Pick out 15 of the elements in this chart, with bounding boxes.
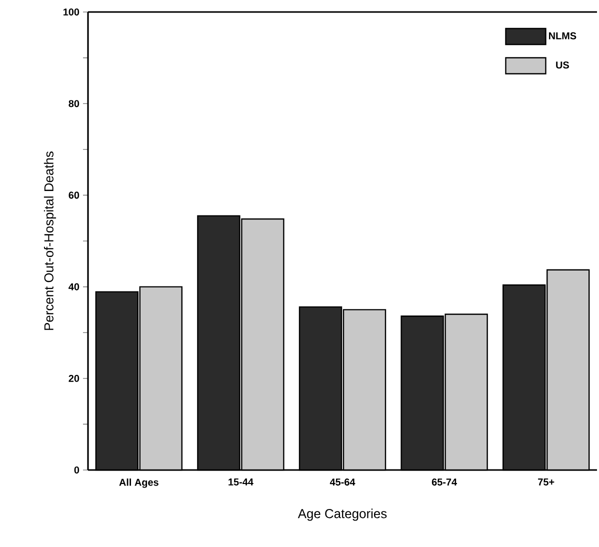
y-tick-label: 100 — [63, 8, 80, 16]
legend-label: US — [556, 62, 569, 69]
x-tick-label: 75+ — [538, 478, 554, 486]
y-tick-label: 0 — [74, 466, 80, 474]
y-tick-label: 80 — [68, 100, 80, 108]
x-axis-title: Age Categories — [298, 508, 387, 521]
y-tick-label: 20 — [68, 374, 80, 382]
y-tick-label: 40 — [68, 283, 80, 290]
y-tick-label: 60 — [68, 192, 80, 199]
legend-label: NLMS — [548, 32, 576, 40]
x-tick-label: 15-44 — [228, 478, 254, 486]
y-axis-title: Percent Out-of-Hospital Deaths — [44, 152, 56, 330]
x-tick-label: All Ages — [119, 478, 158, 488]
x-tick-label: 45-64 — [330, 478, 356, 486]
x-tick-label: 65-74 — [432, 478, 457, 486]
